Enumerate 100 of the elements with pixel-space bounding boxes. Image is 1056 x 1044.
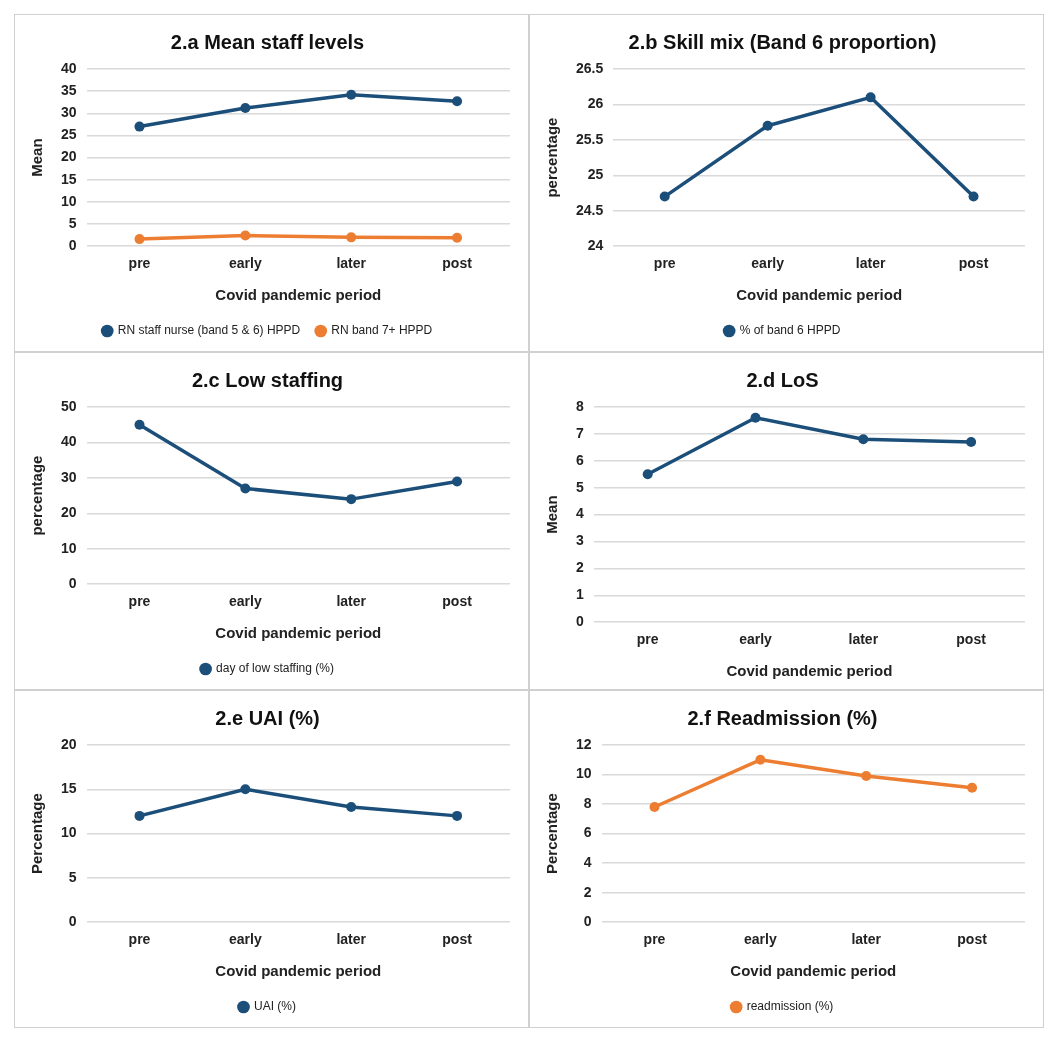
point — [346, 494, 357, 505]
y-axis-title: Percentage — [28, 793, 46, 875]
y-tick-label: 30 — [60, 468, 77, 485]
x-tick-label: later — [851, 931, 882, 948]
point — [649, 802, 660, 813]
x-tick-label: pre — [128, 593, 151, 610]
legend-label: readmission (%) — [746, 999, 834, 1014]
point — [755, 754, 766, 765]
x-axis-title: Covid pandemic period — [736, 286, 903, 304]
point — [762, 120, 773, 131]
point — [346, 89, 357, 100]
y-axis-title: percentage — [543, 117, 561, 198]
y-tick-label: 12 — [575, 735, 592, 752]
legend-label: day of low staffing (%) — [216, 661, 334, 676]
y-tick-label: 24.5 — [576, 201, 604, 218]
chart-title: 2.a Mean staff levels — [170, 30, 365, 53]
x-tick-label: post — [958, 255, 989, 272]
x-tick-label: later — [848, 631, 879, 648]
y-axis-title: Percentage — [543, 793, 561, 875]
x-tick-label: pre — [128, 931, 151, 948]
x-axis-title: Covid pandemic period — [215, 624, 382, 642]
y-tick-label: 1 — [575, 586, 584, 603]
point — [452, 96, 463, 107]
y-tick-label: 30 — [60, 104, 77, 121]
y-tick-label: 6 — [575, 451, 584, 468]
point — [642, 469, 653, 480]
point — [750, 412, 761, 423]
x-tick-label: early — [739, 631, 773, 648]
x-tick-label: pre — [636, 631, 659, 648]
x-tick-label: early — [229, 931, 262, 948]
y-axis-title: Mean — [543, 495, 561, 534]
x-tick-label: later — [336, 931, 367, 948]
y-tick-label: 10 — [575, 765, 592, 782]
x-tick-label: later — [855, 255, 886, 272]
y-tick-label: 2 — [575, 559, 584, 576]
y-tick-label: 5 — [68, 868, 77, 885]
y-tick-label: 0 — [68, 237, 77, 254]
legend-label: % of band 6 HPPD — [739, 323, 841, 338]
point — [966, 436, 977, 447]
x-tick-label: pre — [653, 255, 676, 272]
y-tick-label: 10 — [60, 824, 77, 841]
point — [659, 191, 670, 202]
chart-title: 2.b Skill mix (Band 6 proportion) — [628, 30, 937, 53]
point — [968, 191, 979, 202]
point — [240, 102, 251, 113]
y-tick-label: 15 — [60, 170, 77, 187]
legend-label: RN staff nurse (band 5 & 6) HPPD — [117, 323, 301, 338]
point — [865, 92, 876, 103]
x-axis-title: Covid pandemic period — [215, 286, 382, 304]
chart-title: 2.f Readmission (%) — [687, 706, 878, 729]
legend-label: UAI (%) — [254, 999, 296, 1014]
point — [134, 234, 145, 245]
y-tick-label: 35 — [60, 82, 77, 99]
point — [240, 784, 251, 795]
x-tick-label: post — [442, 255, 473, 272]
y-tick-label: 0 — [575, 613, 584, 630]
x-tick-label: later — [336, 593, 367, 610]
chart-title: 2.e UAI (%) — [215, 706, 320, 729]
y-tick-label: 3 — [575, 532, 584, 549]
chart-title: 2.c Low staffing — [191, 368, 344, 391]
y-tick-label: 6 — [583, 824, 592, 841]
y-tick-label: 40 — [60, 59, 77, 76]
x-axis-title: Covid pandemic period — [215, 962, 382, 980]
y-axis-title: percentage — [28, 455, 46, 536]
legend-label: RN band 7+ HPPD — [331, 323, 433, 338]
y-tick-label: 40 — [60, 433, 77, 450]
y-tick-label: 25.5 — [576, 130, 604, 147]
point — [134, 121, 145, 132]
y-tick-label: 0 — [583, 913, 592, 930]
y-tick-label: 0 — [68, 913, 77, 930]
y-tick-label: 20 — [60, 504, 77, 521]
y-tick-label: 15 — [60, 780, 77, 797]
y-tick-label: 26 — [587, 95, 604, 112]
y-tick-label: 4 — [583, 853, 592, 870]
y-tick-label: 24 — [587, 237, 604, 254]
x-tick-label: early — [229, 593, 262, 610]
y-tick-label: 5 — [575, 478, 584, 495]
x-tick-label: post — [442, 593, 473, 610]
x-tick-label: post — [956, 631, 987, 648]
y-tick-label: 8 — [575, 397, 584, 414]
point — [452, 810, 463, 821]
point — [858, 434, 869, 445]
y-tick-label: 0 — [68, 575, 77, 592]
y-tick-label: 50 — [60, 397, 77, 414]
chart-title: 2.d LoS — [746, 368, 819, 391]
point — [240, 230, 251, 241]
x-tick-label: early — [229, 255, 262, 272]
y-tick-label: 8 — [583, 794, 592, 811]
y-tick-label: 10 — [60, 539, 77, 556]
point — [861, 771, 872, 782]
point — [967, 782, 978, 793]
point — [452, 476, 463, 487]
x-tick-label: early — [751, 255, 785, 272]
y-tick-label: 20 — [60, 735, 77, 752]
y-tick-label: 2 — [583, 883, 592, 900]
y-tick-label: 20 — [60, 148, 77, 165]
y-axis-title: Mean — [28, 138, 46, 177]
x-tick-label: later — [336, 255, 367, 272]
point — [346, 802, 357, 813]
y-tick-label: 5 — [68, 214, 77, 231]
